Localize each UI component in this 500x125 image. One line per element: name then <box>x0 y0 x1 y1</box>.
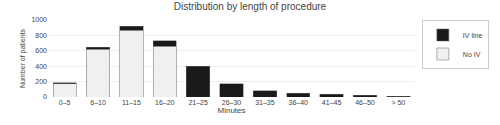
svg-text:Number of patients: Number of patients <box>19 28 27 88</box>
svg-text:46–50: 46–50 <box>355 99 375 106</box>
svg-text:21–25: 21–25 <box>188 99 208 106</box>
svg-text:1000: 1000 <box>31 16 47 23</box>
svg-text:36–40: 36–40 <box>288 99 308 106</box>
svg-text:800: 800 <box>35 32 47 39</box>
svg-text:31–35: 31–35 <box>255 99 275 106</box>
svg-text:> 50: > 50 <box>391 99 405 106</box>
svg-text:41–45: 41–45 <box>322 99 342 106</box>
svg-text:IV line: IV line <box>463 32 483 39</box>
svg-text:No IV: No IV <box>463 51 481 58</box>
svg-text:200: 200 <box>35 78 47 85</box>
svg-text:0–5: 0–5 <box>59 99 71 106</box>
svg-text:Distribution by length of proc: Distribution by length of procedure <box>174 1 327 12</box>
svg-text:11–15: 11–15 <box>122 99 141 106</box>
svg-text:600: 600 <box>35 47 47 54</box>
svg-text:6–10: 6–10 <box>90 99 106 106</box>
svg-text:0: 0 <box>43 93 47 100</box>
svg-text:Minutes: Minutes <box>217 106 245 115</box>
svg-text:400: 400 <box>35 63 47 70</box>
svg-text:16–20: 16–20 <box>155 99 175 106</box>
svg-text:26–30: 26–30 <box>222 99 242 106</box>
